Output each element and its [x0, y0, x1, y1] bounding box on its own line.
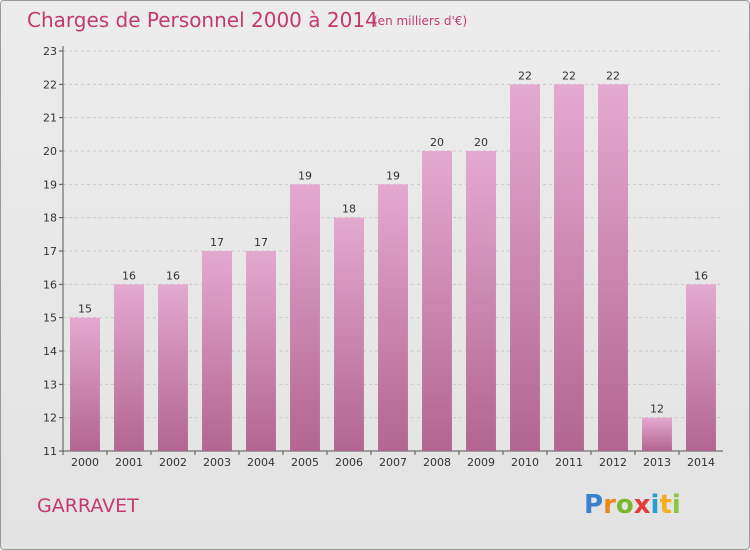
data-label: 19 [386, 169, 400, 182]
bar [246, 251, 276, 451]
bar [642, 417, 672, 451]
data-label: 12 [650, 403, 664, 416]
y-tick-label: 13 [43, 378, 57, 391]
chart-subtitle: (en milliers d'€) [373, 14, 468, 28]
bar [422, 151, 452, 451]
bar [70, 317, 100, 451]
data-label: 22 [606, 69, 620, 82]
bar [466, 151, 496, 451]
bar [334, 217, 364, 451]
data-label: 22 [518, 69, 532, 82]
data-label: 16 [122, 269, 136, 282]
x-tick-label: 2004 [247, 456, 275, 469]
x-tick-label: 2014 [687, 456, 715, 469]
bar [554, 84, 584, 451]
x-tick-label: 2006 [335, 456, 363, 469]
bar [202, 251, 232, 451]
bars [70, 84, 716, 452]
x-tick-label: 2007 [379, 456, 407, 469]
x-tick-label: 2010 [511, 456, 539, 469]
logo-letter: x [633, 490, 651, 520]
bar [598, 84, 628, 451]
data-labels: 15 16 16 17 17 19 18 19 20 20 22 22 22 12 16 [78, 69, 708, 415]
x-tick-label: 2008 [423, 456, 451, 469]
y-tick-label: 14 [43, 345, 57, 358]
y-tick-label: 11 [43, 445, 57, 458]
y-tick-label: 12 [43, 412, 57, 425]
data-label: 22 [562, 69, 576, 82]
bar [158, 284, 188, 451]
y-tick-label: 16 [43, 278, 57, 291]
y-tick-label: 23 [43, 45, 57, 58]
logo-letter: i [671, 490, 681, 520]
bar [290, 184, 320, 452]
logo-letter: P [584, 490, 604, 520]
x-tick-label: 2002 [159, 456, 187, 469]
data-label: 20 [474, 136, 488, 149]
y-tick-label: 22 [43, 78, 57, 91]
x-tick-label: 2000 [71, 456, 99, 469]
x-tick-label: 2013 [643, 456, 671, 469]
logo-letter: t [659, 490, 672, 520]
y-tick-label: 19 [43, 178, 57, 191]
data-label: 16 [166, 269, 180, 282]
data-label: 17 [210, 236, 224, 249]
logo-letter: o [615, 490, 634, 520]
x-tick-label: 2005 [291, 456, 319, 469]
data-label: 15 [78, 303, 92, 316]
proxiti-logo[interactable]: Proxiti [584, 490, 681, 520]
commune-name: GARRAVET [37, 495, 139, 517]
data-label: 18 [342, 203, 356, 216]
bar [114, 284, 144, 451]
logo-letter: r [603, 490, 616, 520]
chart-title: Charges de Personnel 2000 à 2014 [27, 8, 378, 32]
bar [686, 284, 716, 451]
y-tick-label: 21 [43, 112, 57, 125]
x-tick-label: 2001 [115, 456, 143, 469]
x-tick-label: 2012 [599, 456, 627, 469]
y-tick-label: 18 [43, 212, 57, 225]
data-label: 16 [694, 269, 708, 282]
data-label: 19 [298, 169, 312, 182]
bar [510, 84, 540, 451]
bar [378, 184, 408, 452]
y-tick-label: 15 [43, 312, 57, 325]
y-tick-label: 17 [43, 245, 57, 258]
x-tick-label: 2009 [467, 456, 495, 469]
y-tick-label: 20 [43, 145, 57, 158]
logo-letter: i [650, 490, 660, 520]
data-label: 17 [254, 236, 268, 249]
data-label: 20 [430, 136, 444, 149]
x-tick-label: 2003 [203, 456, 231, 469]
x-tick-label: 2011 [555, 456, 583, 469]
